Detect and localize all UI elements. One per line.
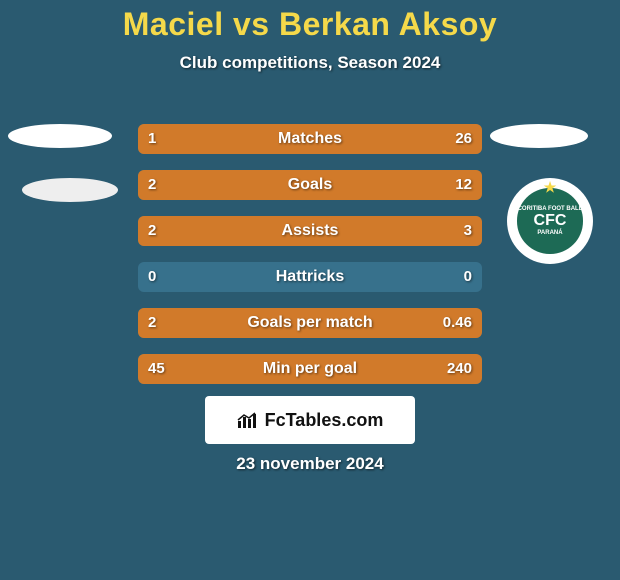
stat-row: 212Goals [138, 170, 482, 200]
stat-row: 00Hattricks [138, 262, 482, 292]
player1-name: Maciel [123, 6, 224, 42]
player2-name: Berkan Aksoy [279, 6, 497, 42]
badge-text-top: CORITIBA FOOT BALL [518, 206, 583, 213]
vs-text: vs [224, 6, 279, 42]
comparison-infographic: Maciel vs Berkan Aksoy Club competitions… [0, 0, 620, 580]
badge-text-bot: PARANÁ [537, 230, 562, 237]
stat-label: Assists [138, 216, 482, 246]
stat-label: Hattricks [138, 262, 482, 292]
date-text: 23 november 2024 [0, 454, 620, 474]
club-badge-inner: ★ CORITIBA FOOT BALL CFC PARANÁ [517, 188, 582, 253]
brand-bar: FcTables.com [205, 396, 415, 444]
star-icon: ★ [544, 180, 557, 195]
stat-label: Goals [138, 170, 482, 200]
stat-row: 45240Min per goal [138, 354, 482, 384]
stat-label: Goals per match [138, 308, 482, 338]
decorative-ellipse-right-1 [490, 124, 588, 148]
stat-row: 126Matches [138, 124, 482, 154]
badge-text-mid: CFC [534, 212, 567, 230]
decorative-ellipse-left-2 [22, 178, 118, 202]
brand-text: FcTables.com [265, 410, 384, 431]
brand-chart-icon [237, 411, 259, 429]
decorative-ellipse-left-1 [8, 124, 112, 148]
stats-container: 126Matches 212Goals 23Assists 00Hattricks 20… [138, 124, 482, 400]
stat-label: Matches [138, 124, 482, 154]
stat-row: 20.46Goals per match [138, 308, 482, 338]
page-title: Maciel vs Berkan Aksoy [0, 0, 620, 43]
stat-row: 23Assists [138, 216, 482, 246]
subtitle: Club competitions, Season 2024 [0, 53, 620, 73]
club-badge: ★ CORITIBA FOOT BALL CFC PARANÁ [507, 178, 593, 264]
stat-label: Min per goal [138, 354, 482, 384]
